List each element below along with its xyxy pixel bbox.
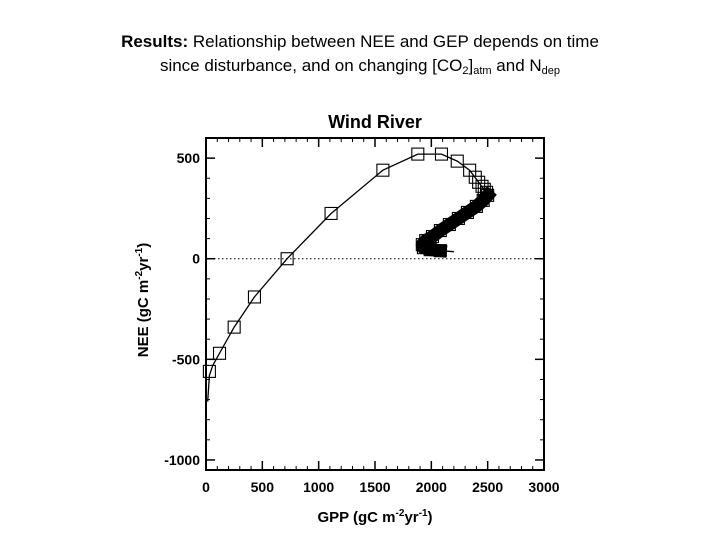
data-point-square	[468, 170, 482, 184]
series-curve	[207, 153, 489, 402]
y-axis-title-text: NEE (gC m	[135, 280, 152, 358]
x-tick-label: 0	[202, 479, 210, 495]
y-tick-label: 500	[177, 150, 201, 166]
data-point-square	[280, 252, 294, 266]
slide-title-text2a: since disturbance, and on changing [CO	[159, 56, 463, 75]
data-point-square	[324, 206, 338, 221]
x-tick-label: 500	[251, 479, 275, 495]
data-point-square	[202, 364, 216, 378]
plot-frame	[205, 137, 545, 471]
x-tick-label: 2500	[472, 479, 503, 495]
slide-title-line2: since disturbance, and on changing [CO2]…	[40, 54, 680, 78]
data-point-square	[411, 147, 425, 161]
data-point-square	[212, 346, 227, 360]
slide-title-bold: Results:	[121, 32, 189, 51]
y-tick-label: -1000	[164, 452, 200, 468]
chart-title: Wind River	[328, 112, 422, 132]
data-point-square	[425, 230, 440, 244]
x-axis-title-close: )	[428, 509, 433, 526]
x-axis-title: GPP (gC m-2yr-1)	[317, 508, 432, 526]
data-point-square	[376, 163, 390, 177]
data-point-square	[423, 243, 437, 257]
data-point-square	[450, 154, 464, 168]
x-tick-label: 3000	[528, 479, 559, 495]
slide-title-sub-2: 2	[462, 65, 469, 77]
slide-title-line1: Results: Relationship between NEE and GE…	[40, 30, 680, 54]
x-tick-label: 2000	[416, 479, 447, 495]
x-axis-title-text: GPP (gC m	[317, 509, 395, 526]
x-axis-title-sup2: -1	[419, 508, 428, 519]
x-axis-title-unit: yr	[404, 509, 418, 526]
data-point-square	[419, 234, 433, 248]
x-tick-label: 1500	[359, 479, 390, 495]
x-axis-title-sup: -2	[396, 508, 405, 519]
y-axis-title-sup2: -1	[134, 247, 145, 256]
x-tick-label: 1000	[303, 479, 334, 495]
series-hook-band	[415, 186, 497, 258]
slide-title-sub-atm: atm	[473, 65, 492, 77]
slide-title: Results: Relationship between NEE and GE…	[40, 30, 680, 78]
data-point-square	[481, 188, 495, 202]
data-point-square	[247, 290, 261, 304]
y-axis-title-sup: -2	[134, 270, 145, 279]
slide-title-sub-dep: dep	[541, 65, 561, 77]
y-axis-title-close: )	[135, 243, 152, 248]
data-point-square	[479, 185, 494, 199]
y-tick-label: 0	[192, 251, 200, 267]
slide-title-bracket: ]	[468, 56, 474, 75]
y-axis-title: NEE (gC m-2yr-1)	[134, 243, 152, 358]
data-point-square	[434, 147, 449, 161]
data-point-square	[227, 320, 241, 334]
y-tick-label: -500	[172, 351, 200, 367]
data-point-square	[416, 241, 430, 255]
y-axis-title-unit: yr	[135, 256, 152, 270]
data-point-square	[433, 244, 447, 258]
data-point-square	[415, 238, 429, 252]
slide-title-text2b: and N	[491, 56, 542, 75]
slide-title-text1: Relationship between NEE and GEP depends…	[188, 32, 599, 51]
